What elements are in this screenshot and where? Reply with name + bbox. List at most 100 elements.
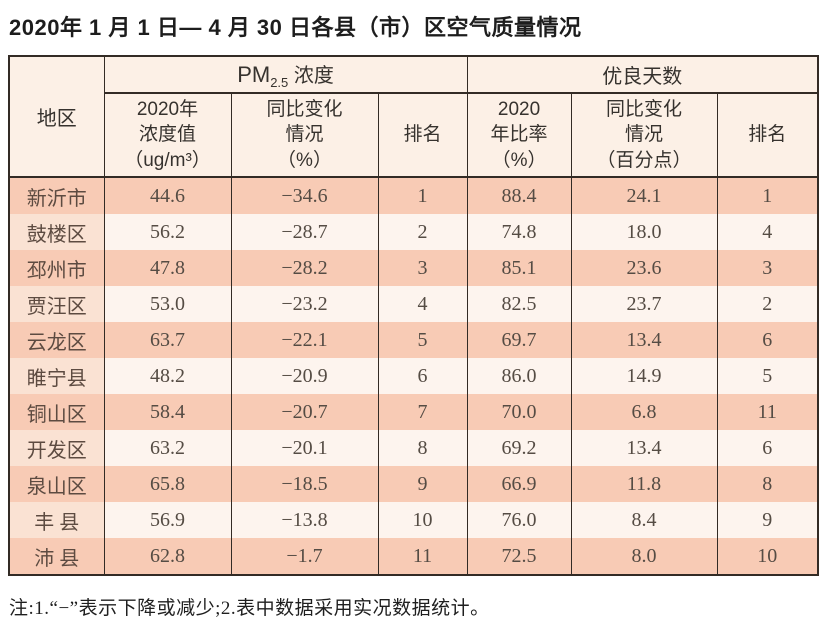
- cell-region: 新沂市: [8, 177, 105, 214]
- cell-pm-rank: 5: [377, 322, 468, 358]
- cell-good-change: 24.1: [570, 177, 718, 214]
- cell-good-rank: 11: [716, 394, 819, 430]
- cell-good-rate: 82.5: [466, 286, 572, 322]
- cell-pm-rank: 4: [377, 286, 468, 322]
- cell-pm-value: 63.2: [103, 430, 232, 466]
- cell-good-rate: 88.4: [466, 177, 572, 214]
- cell-good-change: 23.7: [570, 286, 718, 322]
- cell-good-rate: 76.0: [466, 502, 572, 538]
- cell-region: 丰 县: [8, 502, 105, 538]
- cell-good-rate: 86.0: [466, 358, 572, 394]
- cell-good-rate: 69.2: [466, 430, 572, 466]
- header-group-row: 地区 PM2.5 浓度 优良天数: [8, 56, 819, 178]
- cell-pm-change: −22.1: [230, 322, 379, 358]
- cell-good-rate: 74.8: [466, 214, 572, 250]
- table-row: 新沂市 44.6 −34.6 1 88.4 24.1 1: [8, 177, 819, 214]
- cell-pm-value: 47.8: [103, 250, 232, 286]
- cell-good-rank: 4: [716, 214, 819, 250]
- table-row: 丰 县 56.9 −13.8 10 76.0 8.4 9: [8, 502, 819, 538]
- table-row: 铜山区 58.4 −20.7 7 70.0 6.8 11: [8, 394, 819, 430]
- cell-pm-change: −20.1: [230, 430, 379, 466]
- pm25-label-subscript: 2.5: [270, 75, 289, 90]
- cell-pm-change: −18.5: [230, 466, 379, 502]
- cell-good-change: 18.0: [570, 214, 718, 250]
- cell-good-change: 6.8: [570, 394, 718, 430]
- air-quality-table: 地区 PM2.5 浓度 优良天数 2020年 浓度值 （ug/m³） 同比变化 …: [8, 55, 820, 576]
- table-body: 新沂市 44.6 −34.6 1 88.4 24.1 1 鼓楼区 56.2 −2…: [8, 177, 819, 576]
- cell-pm-value: 44.6: [103, 177, 232, 214]
- table-row: 沛 县 62.8 −1.7 11 72.5 8.0 10: [8, 538, 819, 576]
- cell-good-rank: 9: [716, 502, 819, 538]
- cell-region: 鼓楼区: [8, 214, 105, 250]
- cell-region: 沛 县: [8, 538, 105, 576]
- cell-good-rank: 5: [716, 358, 819, 394]
- cell-pm-rank: 11: [377, 538, 468, 576]
- col-group-pm25: PM2.5 浓度: [103, 56, 468, 94]
- pm25-label-suffix: 浓度: [288, 65, 334, 87]
- cell-good-rate: 70.0: [466, 394, 572, 430]
- cell-pm-change: −13.8: [230, 502, 379, 538]
- cell-pm-change: −28.2: [230, 250, 379, 286]
- col-header-good-rate: 2020 年比率 （%）: [466, 93, 572, 178]
- table-row: 云龙区 63.7 −22.1 5 69.7 13.4 6: [8, 322, 819, 358]
- table-row: 贾汪区 53.0 −23.2 4 82.5 23.7 2: [8, 286, 819, 322]
- table-row: 泉山区 65.8 −18.5 9 66.9 11.8 8: [8, 466, 819, 502]
- cell-good-rate: 72.5: [466, 538, 572, 576]
- col-header-pm-change: 同比变化 情况 （%）: [230, 93, 379, 178]
- cell-pm-rank: 6: [377, 358, 468, 394]
- col-group-good-days: 优良天数: [466, 56, 819, 94]
- cell-good-rate: 66.9: [466, 466, 572, 502]
- table-row: 邳州市 47.8 −28.2 3 85.1 23.6 3: [8, 250, 819, 286]
- cell-region: 开发区: [8, 430, 105, 466]
- table-row: 鼓楼区 56.2 −28.7 2 74.8 18.0 4: [8, 214, 819, 250]
- col-header-good-rank: 排名: [716, 93, 819, 178]
- cell-region: 云龙区: [8, 322, 105, 358]
- cell-region: 贾汪区: [8, 286, 105, 322]
- cell-pm-rank: 3: [377, 250, 468, 286]
- cell-good-change: 8.0: [570, 538, 718, 576]
- table-header: 地区 PM2.5 浓度 优良天数 2020年 浓度值 （ug/m³） 同比变化 …: [8, 56, 819, 178]
- cell-pm-change: −20.7: [230, 394, 379, 430]
- col-header-pm-value: 2020年 浓度值 （ug/m³）: [103, 93, 232, 178]
- cell-pm-change: −1.7: [230, 538, 379, 576]
- cell-pm-value: 53.0: [103, 286, 232, 322]
- cell-good-rank: 10: [716, 538, 819, 576]
- cell-pm-value: 56.2: [103, 214, 232, 250]
- cell-good-rank: 6: [716, 322, 819, 358]
- cell-good-change: 14.9: [570, 358, 718, 394]
- cell-good-change: 13.4: [570, 322, 718, 358]
- cell-good-rate: 85.1: [466, 250, 572, 286]
- cell-region: 邳州市: [8, 250, 105, 286]
- cell-good-rank: 3: [716, 250, 819, 286]
- cell-good-rank: 8: [716, 466, 819, 502]
- cell-region: 泉山区: [8, 466, 105, 502]
- cell-good-rank: 2: [716, 286, 819, 322]
- cell-pm-change: −34.6: [230, 177, 379, 214]
- cell-good-change: 23.6: [570, 250, 718, 286]
- table-row: 睢宁县 48.2 −20.9 6 86.0 14.9 5: [8, 358, 819, 394]
- cell-pm-rank: 7: [377, 394, 468, 430]
- cell-pm-rank: 1: [377, 177, 468, 214]
- cell-region: 睢宁县: [8, 358, 105, 394]
- cell-pm-rank: 8: [377, 430, 468, 466]
- cell-good-rank: 1: [716, 177, 819, 214]
- col-header-region: 地区: [8, 56, 105, 178]
- cell-pm-value: 62.8: [103, 538, 232, 576]
- cell-pm-value: 56.9: [103, 502, 232, 538]
- table-row: 开发区 63.2 −20.1 8 69.2 13.4 6: [8, 430, 819, 466]
- cell-pm-value: 48.2: [103, 358, 232, 394]
- cell-pm-rank: 10: [377, 502, 468, 538]
- cell-pm-value: 63.7: [103, 322, 232, 358]
- page-title: 2020年 1 月 1 日— 4 月 30 日各县（市）区空气质量情况: [9, 15, 582, 40]
- cell-pm-change: −28.7: [230, 214, 379, 250]
- cell-good-rate: 69.7: [466, 322, 572, 358]
- cell-pm-rank: 9: [377, 466, 468, 502]
- pm25-label-prefix: PM: [237, 62, 271, 87]
- cell-pm-change: −23.2: [230, 286, 379, 322]
- cell-region: 铜山区: [8, 394, 105, 430]
- header-sub-row: 2020年 浓度值 （ug/m³） 同比变化 情况 （%） 排名 2020 年比…: [9, 93, 819, 178]
- cell-pm-value: 65.8: [103, 466, 232, 502]
- cell-pm-value: 58.4: [103, 394, 232, 430]
- cell-good-change: 11.8: [570, 466, 718, 502]
